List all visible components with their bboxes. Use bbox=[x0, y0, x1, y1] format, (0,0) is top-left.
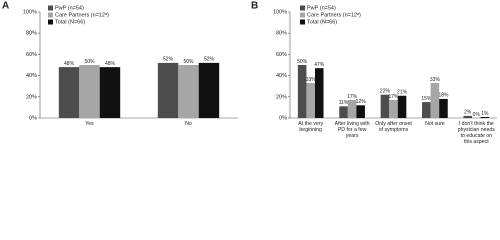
legend-label: PwP (n=54) bbox=[307, 5, 336, 11]
value-label: 17% bbox=[347, 94, 358, 100]
y-tick-label: 20% bbox=[26, 94, 37, 100]
value-label: 47% bbox=[314, 62, 325, 68]
x-tick-label: At the very beginning bbox=[298, 121, 324, 133]
bar bbox=[297, 65, 307, 118]
bar bbox=[463, 115, 473, 118]
legend-swatch bbox=[48, 12, 53, 18]
x-tick-label-box: No bbox=[185, 121, 192, 127]
legend-swatch bbox=[300, 19, 305, 25]
value-label: 1% bbox=[481, 111, 489, 117]
bar bbox=[389, 99, 398, 118]
bar bbox=[157, 62, 179, 118]
x-tick-label-box: I don't think the physician needs to edu… bbox=[457, 121, 495, 145]
bar bbox=[430, 83, 440, 118]
bar bbox=[480, 116, 490, 118]
bar bbox=[422, 102, 431, 118]
value-label: 33% bbox=[430, 77, 441, 83]
legend-swatch bbox=[300, 12, 305, 18]
bar bbox=[397, 95, 407, 118]
x-tick-label: Yes bbox=[85, 121, 94, 127]
value-label: 50% bbox=[183, 59, 194, 65]
value-label: 0% bbox=[473, 112, 481, 118]
legend-swatch bbox=[48, 5, 53, 11]
value-label: 52% bbox=[163, 57, 174, 63]
bar bbox=[314, 68, 324, 118]
value-label: 33% bbox=[306, 77, 317, 83]
bar bbox=[439, 98, 448, 118]
value-label: 21% bbox=[397, 90, 408, 96]
y-tick-label: 80% bbox=[26, 31, 37, 37]
y-tick-label: 0% bbox=[29, 115, 37, 121]
legend-label: Total (N=66) bbox=[307, 19, 337, 25]
x-tick-label: No bbox=[185, 121, 192, 127]
y-tick-label: 80% bbox=[276, 31, 287, 37]
x-tick-label: Only after onset of symptoms bbox=[375, 121, 412, 133]
bar bbox=[99, 67, 121, 118]
legend-swatch bbox=[300, 5, 305, 11]
value-label: 48% bbox=[64, 61, 75, 67]
value-label: 12% bbox=[356, 99, 367, 105]
legend-label: Total (N=66) bbox=[55, 19, 85, 25]
value-label: 2% bbox=[464, 110, 472, 116]
bar bbox=[58, 67, 80, 118]
bar bbox=[356, 105, 365, 118]
bar bbox=[347, 99, 357, 118]
x-tick-label: Not sure bbox=[425, 121, 445, 127]
x-tick-label: I don't think the physician needs to edu… bbox=[457, 121, 495, 145]
bar bbox=[380, 94, 390, 118]
legend-label: PwP (n=54) bbox=[55, 5, 84, 11]
x-tick-label-box: After living with PD for a few years bbox=[334, 121, 370, 139]
chart: A0%20%40%60%80%100%PwP (n=54)Care Partne… bbox=[2, 1, 497, 145]
y-tick-label: 60% bbox=[26, 52, 37, 58]
legend-label: Care Partners (n=12ᵃ) bbox=[55, 12, 109, 18]
bar bbox=[178, 65, 199, 118]
value-label: 50% bbox=[84, 59, 95, 65]
x-tick-label-box: Yes bbox=[85, 121, 94, 127]
y-tick-label: 20% bbox=[276, 94, 287, 100]
x-tick-label-box: Only after onset of symptoms bbox=[375, 121, 412, 133]
value-label: 22% bbox=[380, 89, 391, 95]
bar bbox=[198, 62, 220, 118]
y-tick-label: 0% bbox=[279, 115, 287, 121]
y-tick-label: 100% bbox=[23, 9, 37, 15]
y-tick-label: 40% bbox=[276, 73, 287, 79]
x-tick-label-box: Not sure bbox=[425, 121, 445, 127]
panel-label: A bbox=[2, 1, 9, 12]
page: A 0% 20% 40% 60% 80% 100% PwP (n=54) Care Partne… bbox=[2, 0, 497, 145]
bar bbox=[339, 106, 348, 118]
value-label: 50% bbox=[297, 59, 308, 65]
value-label: 17% bbox=[388, 94, 399, 100]
value-label: 18% bbox=[438, 93, 449, 99]
value-label: 52% bbox=[204, 57, 215, 63]
x-tick-label-box: At the very beginning bbox=[298, 121, 324, 133]
legend-swatch bbox=[48, 19, 53, 25]
y-tick-label: 100% bbox=[273, 9, 287, 15]
y-tick-label: 40% bbox=[26, 73, 37, 79]
legend-label: Care Partners (n=12ᵃ) bbox=[307, 12, 361, 18]
panel-label: B bbox=[251, 1, 258, 12]
value-label: 48% bbox=[105, 61, 116, 67]
value-label: 15% bbox=[421, 96, 432, 102]
bar bbox=[306, 83, 315, 118]
bar bbox=[79, 65, 100, 118]
y-tick-label: 60% bbox=[276, 52, 287, 58]
value-label: 11% bbox=[339, 100, 349, 106]
x-tick-label: After living with PD for a few years bbox=[334, 121, 370, 139]
